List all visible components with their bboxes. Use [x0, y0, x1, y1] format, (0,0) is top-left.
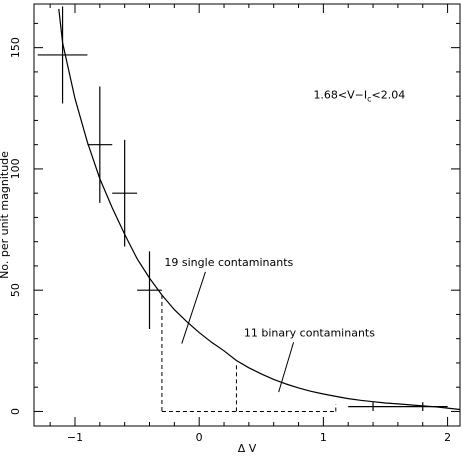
color-range-tail: <2.04: [372, 89, 406, 102]
x-axis-label: Δ V: [238, 442, 257, 455]
y-tick-label: 150: [9, 37, 22, 58]
contaminant-regions: [161, 295, 337, 412]
annotation-pointers: [181, 271, 295, 393]
x-tick-label: 1: [320, 431, 327, 444]
data-point: [112, 139, 138, 247]
y-tick-label: 0: [9, 408, 22, 415]
x-tick-label: 2: [444, 431, 451, 444]
y-tick-label: 100: [9, 158, 22, 179]
x-tick-label: 0: [196, 431, 203, 444]
single-pointer-line: [181, 271, 206, 344]
data-point: [87, 86, 113, 203]
binary-contaminants-label: 11 binary contaminants: [244, 326, 375, 339]
fit-curve: [58, 8, 461, 411]
y-axis-label: No. per unit magnitude: [0, 151, 11, 279]
data-points: [37, 6, 448, 411]
plot-frame: [33, 3, 461, 427]
fit-curve-layer: [58, 8, 461, 411]
axis-ticks: [34, 4, 460, 426]
x-tick-label: −1: [67, 431, 83, 444]
data-point: [348, 402, 398, 411]
data-point: [137, 251, 162, 329]
single-contaminants-label: 19 single contaminants: [164, 256, 293, 269]
y-tick-label: 50: [9, 283, 22, 297]
color-range-subscript: c: [367, 95, 371, 104]
data-point: [397, 402, 448, 411]
data-point: [37, 6, 88, 104]
color-range-main: 1.68<V−I: [313, 89, 367, 102]
tick-labels: −1 0 1 2 0 50 100 150: [9, 37, 451, 444]
color-range-annotation: 1.68<V−Ic<2.04: [313, 89, 405, 104]
binary-pointer-line: [278, 342, 295, 393]
